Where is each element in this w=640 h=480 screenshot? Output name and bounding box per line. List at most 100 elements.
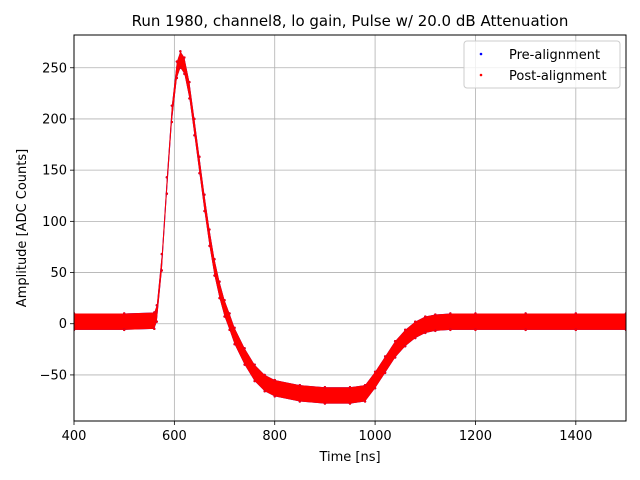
x-tick-label: 1400 — [559, 429, 592, 444]
data-point — [348, 386, 352, 389]
data-point — [424, 331, 427, 335]
y-tick-label: 100 — [42, 215, 67, 230]
x-tick-label: 1200 — [459, 429, 492, 444]
data-point — [175, 60, 179, 63]
data-point — [424, 315, 427, 318]
data-points — [74, 50, 626, 405]
data-point — [183, 72, 186, 76]
data-point — [155, 320, 158, 323]
data-point — [170, 120, 174, 124]
data-point — [228, 312, 231, 315]
chart-title: Run 1980, channel8, lo gain, Pulse w/ 20… — [132, 12, 569, 30]
data-point — [233, 326, 236, 330]
x-tick-label: 1000 — [359, 429, 392, 444]
data-point — [298, 400, 302, 403]
legend: Pre-alignment Post-alignment — [463, 40, 621, 89]
legend-label-pre-alignment: Pre-alignment — [509, 48, 600, 63]
data-point — [223, 298, 226, 302]
data-point — [414, 336, 417, 340]
data-point — [524, 312, 527, 315]
data-point — [122, 328, 126, 332]
data-point — [323, 402, 327, 405]
data-point — [373, 387, 377, 390]
data-point — [383, 371, 387, 375]
data-point — [348, 402, 352, 405]
data-point — [213, 274, 216, 277]
data-point — [363, 400, 367, 403]
data-point — [203, 209, 206, 213]
legend-marker-pre-alignment — [479, 52, 483, 56]
data-point — [179, 50, 182, 53]
y-tick-label: −50 — [40, 368, 67, 383]
y-axis-label: Amplitude [ADC Counts] — [15, 149, 30, 307]
data-point — [170, 104, 174, 107]
data-point — [193, 117, 196, 121]
legend-marker-post-alignment — [479, 73, 483, 77]
legend-label-post-alignment: Post-alignment — [509, 69, 607, 84]
data-point — [404, 345, 407, 348]
data-point — [233, 343, 236, 346]
data-point — [213, 258, 216, 261]
data-point — [524, 328, 527, 332]
axis-ticks: 400 600 800 1000 1200 1400 −50 0 50 100 150 200 250 — [40, 61, 593, 444]
data-point — [574, 328, 578, 332]
data-point — [160, 252, 164, 256]
data-point — [218, 280, 221, 283]
data-bands — [74, 51, 626, 404]
data-point — [165, 192, 169, 195]
data-point — [153, 327, 156, 331]
data-point — [155, 304, 158, 307]
data-point — [122, 312, 126, 315]
data-point — [193, 134, 196, 137]
series-band-1 — [74, 51, 626, 404]
y-tick-label: 250 — [42, 61, 67, 76]
plot-frame — [73, 34, 627, 422]
data-point — [198, 172, 201, 175]
data-point — [449, 312, 452, 315]
data-point — [218, 296, 221, 300]
data-point — [383, 355, 387, 358]
data-point — [434, 329, 437, 333]
data-point — [153, 311, 156, 314]
data-point — [404, 328, 407, 332]
data-point — [188, 80, 191, 84]
data-point — [183, 56, 186, 59]
data-point — [253, 363, 256, 366]
data-point — [323, 386, 327, 389]
data-point — [223, 315, 226, 318]
data-point — [253, 379, 256, 383]
data-point — [208, 228, 211, 231]
x-tick-label: 400 — [62, 429, 87, 444]
data-point — [273, 378, 276, 382]
data-point — [188, 97, 191, 100]
x-axis-label: Time [ns] — [318, 450, 380, 465]
data-point — [298, 383, 302, 387]
data-point — [474, 328, 477, 332]
y-tick-label: 0 — [59, 317, 67, 332]
y-tick-label: 50 — [50, 266, 67, 281]
y-tick-label: 200 — [42, 112, 67, 127]
y-tick-label: 150 — [42, 164, 67, 179]
x-tick-label: 600 — [162, 429, 187, 444]
data-point — [434, 313, 437, 316]
data-point — [160, 269, 164, 272]
data-point — [198, 155, 201, 159]
data-point — [165, 176, 169, 179]
data-point — [273, 395, 276, 398]
data-point — [574, 312, 578, 315]
data-point — [208, 244, 211, 248]
data-point — [363, 383, 367, 387]
data-point — [263, 373, 266, 377]
grid — [73, 35, 626, 421]
data-point — [203, 193, 206, 196]
data-point — [393, 356, 397, 359]
data-point — [263, 390, 266, 393]
data-point — [179, 66, 182, 69]
data-point — [393, 339, 397, 343]
legend-box — [463, 40, 621, 89]
data-point — [175, 76, 179, 80]
data-point — [243, 347, 246, 350]
data-point — [474, 312, 477, 315]
data-point — [243, 363, 246, 366]
